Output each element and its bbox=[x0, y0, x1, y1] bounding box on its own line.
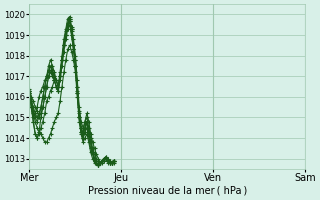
X-axis label: Pression niveau de la mer ( hPa ): Pression niveau de la mer ( hPa ) bbox=[88, 186, 247, 196]
